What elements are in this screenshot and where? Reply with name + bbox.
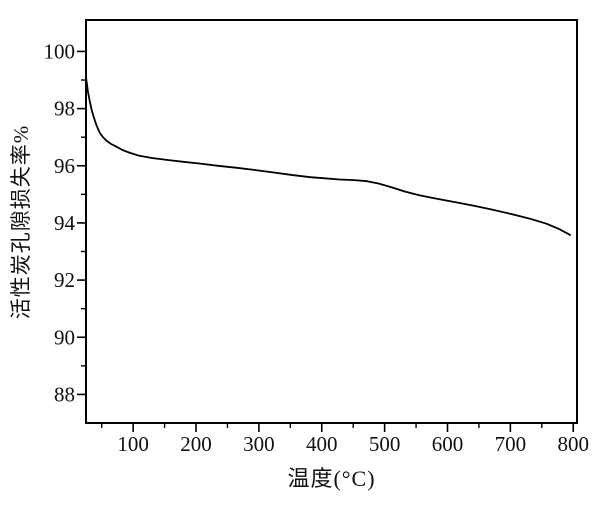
x-tick-label: 700: [495, 432, 527, 456]
y-tick-label: 92: [54, 268, 75, 292]
x-tick-label: 100: [117, 432, 149, 456]
y-tick-label: 90: [54, 325, 75, 349]
x-axis-label: 温度(°C): [287, 466, 376, 491]
x-tick-label: 600: [432, 432, 464, 456]
x-tick-label: 200: [180, 432, 212, 456]
x-tick-label: 300: [243, 432, 275, 456]
y-tick-label: 88: [54, 382, 75, 406]
y-tick-label: 98: [54, 97, 75, 121]
plot-frame: [85, 19, 578, 424]
x-tick-label: 800: [557, 432, 589, 456]
y-tick-label: 96: [54, 154, 75, 178]
y-tick-label: 100: [44, 39, 76, 63]
x-tick-label: 400: [306, 432, 338, 456]
x-tick-label: 500: [369, 432, 401, 456]
data-curve: [85, 76, 571, 236]
y-axis-label: 活性炭孔隙损失率%: [9, 124, 33, 320]
y-tick-label: 94: [54, 211, 76, 235]
